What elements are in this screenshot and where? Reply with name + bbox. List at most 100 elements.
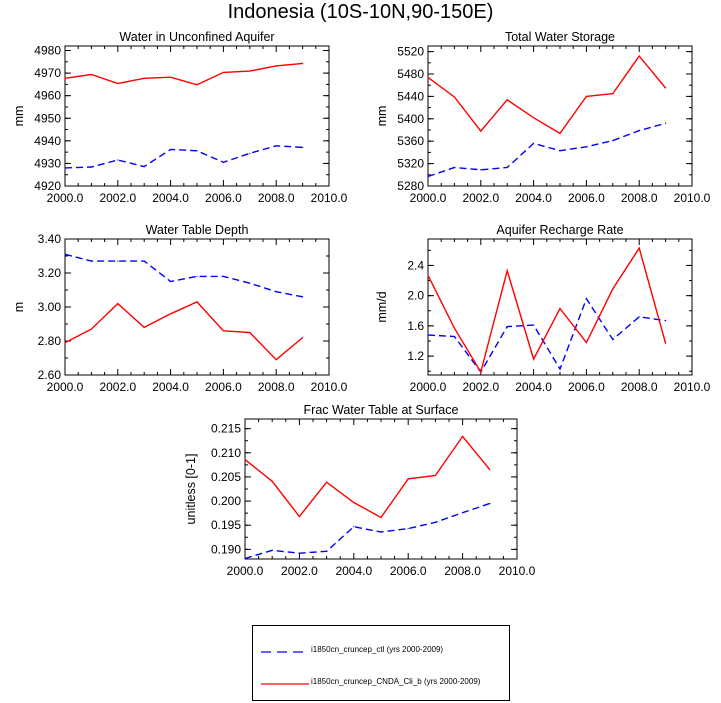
data-point bbox=[489, 502, 491, 505]
chart-title: Water in Unconfined Aquifer bbox=[119, 30, 274, 44]
x-tick-label: 2006.0 bbox=[568, 380, 605, 394]
data-point bbox=[559, 132, 561, 134]
data-point bbox=[275, 65, 277, 67]
y-axis-label: unitless [0-1] bbox=[184, 454, 198, 525]
legend-swatch-solid bbox=[261, 683, 309, 685]
y-axis-label: m bbox=[12, 302, 26, 312]
data-point bbox=[196, 150, 198, 152]
data-point bbox=[222, 71, 224, 74]
data-point bbox=[271, 480, 273, 482]
data-point bbox=[638, 247, 640, 249]
series-line-1 bbox=[244, 435, 491, 519]
y-tick-label: 4950 bbox=[34, 111, 61, 125]
data-point bbox=[506, 270, 508, 272]
data-point bbox=[533, 142, 535, 145]
data-point bbox=[453, 327, 455, 329]
data-point bbox=[638, 129, 640, 132]
data-point bbox=[407, 478, 409, 480]
data-point bbox=[117, 260, 119, 262]
data-point bbox=[170, 313, 172, 315]
data-point bbox=[585, 146, 588, 148]
y-axis-label: mm bbox=[375, 106, 389, 127]
data-point bbox=[298, 515, 300, 518]
data-point bbox=[64, 253, 66, 255]
y-tick-label: 0.215 bbox=[211, 422, 241, 436]
x-tick-label: 2006.0 bbox=[205, 191, 242, 205]
x-tick-label: 2000.0 bbox=[410, 380, 447, 394]
data-point bbox=[302, 146, 304, 148]
legend-item-ctl: i1850cn_cruncep_ctl (yrs 2000-2009) bbox=[253, 642, 509, 662]
y-tick-label: 4920 bbox=[34, 179, 61, 193]
x-tick-label: 2006.0 bbox=[205, 380, 242, 394]
series-line-1 bbox=[427, 246, 667, 374]
data-point bbox=[64, 167, 66, 169]
page-title: Indonesia (10S-10N,90-150E) bbox=[227, 1, 494, 23]
data-point bbox=[427, 175, 429, 178]
x-tick-label: 2010.0 bbox=[499, 564, 536, 578]
y-tick-label: 5520 bbox=[397, 45, 424, 59]
series-line-1 bbox=[427, 54, 667, 135]
x-tick-label: 2002.0 bbox=[99, 191, 136, 205]
data-point bbox=[222, 275, 224, 277]
data-point bbox=[462, 435, 464, 437]
chart-title: Aquifer Recharge Rate bbox=[496, 223, 623, 237]
data-point bbox=[612, 338, 614, 341]
data-point bbox=[453, 166, 455, 169]
legend-swatch-dashed bbox=[261, 651, 309, 653]
y-tick-label: 0.210 bbox=[211, 446, 241, 460]
y-axis-label: mm bbox=[12, 106, 26, 127]
data-point bbox=[612, 93, 614, 95]
data-point bbox=[585, 341, 588, 344]
y-tick-label: 5280 bbox=[397, 179, 424, 193]
chart-title: Water Table Depth bbox=[146, 223, 249, 237]
x-tick-label: 2010.0 bbox=[311, 191, 348, 205]
data-point bbox=[559, 368, 561, 370]
x-tick-label: 2000.0 bbox=[47, 191, 84, 205]
data-point bbox=[302, 337, 304, 339]
data-point bbox=[170, 280, 172, 283]
x-tick-label: 2002.0 bbox=[462, 191, 499, 205]
data-point bbox=[117, 82, 119, 85]
x-tick-label: 2004.0 bbox=[152, 191, 189, 205]
data-point bbox=[249, 152, 251, 154]
x-tick-label: 2002.0 bbox=[99, 380, 136, 394]
x-tick-label: 2008.0 bbox=[444, 564, 481, 578]
data-point bbox=[275, 145, 277, 147]
data-point bbox=[427, 274, 429, 276]
data-point bbox=[665, 320, 667, 322]
data-point bbox=[533, 324, 535, 326]
x-tick-label: 2000.0 bbox=[410, 191, 447, 205]
y-tick-label: 4970 bbox=[34, 66, 61, 80]
series-line-0 bbox=[64, 253, 303, 298]
data-point bbox=[407, 527, 409, 530]
y-tick-label: 3.40 bbox=[38, 232, 62, 246]
data-point bbox=[117, 159, 119, 161]
data-point bbox=[453, 96, 455, 98]
y-tick-label: 5480 bbox=[397, 67, 424, 81]
y-tick-label: 4960 bbox=[34, 89, 61, 103]
data-point bbox=[480, 371, 482, 373]
chart-panel-1: 2000.0 2002.0 2004.0 2006.0 2008.0 2010.0 5280… bbox=[375, 30, 711, 205]
data-point bbox=[275, 291, 277, 293]
data-point bbox=[380, 516, 382, 519]
data-point bbox=[143, 165, 145, 168]
x-tick-label: 2008.0 bbox=[621, 380, 658, 394]
data-point bbox=[353, 501, 355, 504]
y-tick-label: 1.2 bbox=[407, 349, 424, 363]
data-point bbox=[90, 166, 92, 168]
y-tick-label: 0.195 bbox=[211, 518, 241, 532]
data-point bbox=[559, 150, 561, 152]
y-tick-label: 4940 bbox=[34, 134, 61, 148]
data-point bbox=[143, 260, 145, 262]
data-point bbox=[462, 512, 464, 514]
data-point bbox=[244, 557, 246, 560]
data-point bbox=[271, 549, 273, 551]
data-point bbox=[244, 458, 246, 461]
data-point bbox=[480, 130, 482, 132]
data-point bbox=[275, 359, 277, 361]
x-tick-label: 2004.0 bbox=[515, 191, 552, 205]
data-point bbox=[143, 326, 145, 328]
series-line-0 bbox=[64, 145, 303, 169]
data-point bbox=[506, 326, 508, 328]
